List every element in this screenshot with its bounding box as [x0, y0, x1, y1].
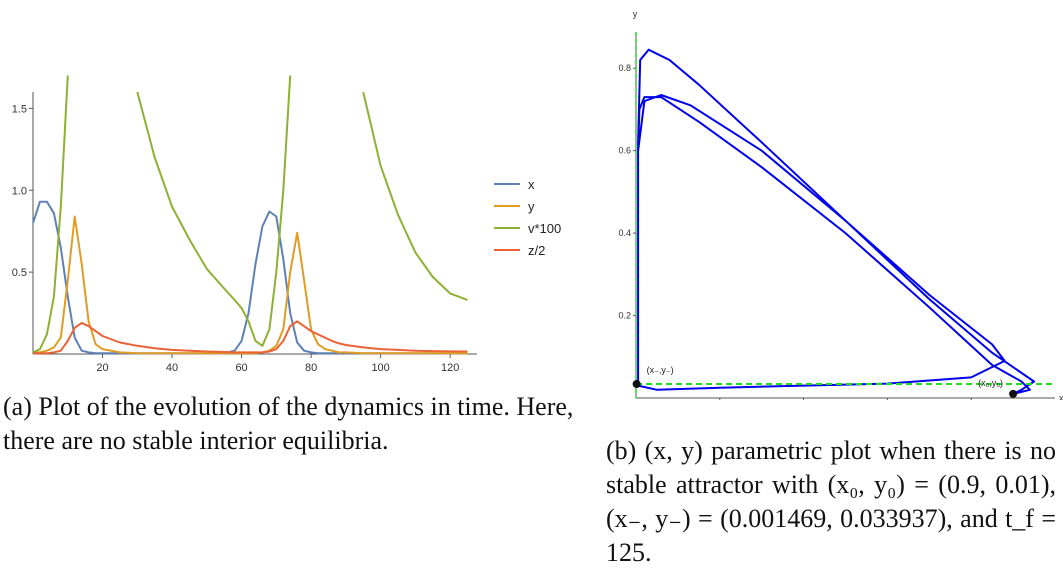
legend-label: v*100 — [528, 221, 561, 236]
equilibrium-label: (x₋,y₋) — [647, 365, 674, 375]
y-tick-label: 0.4 — [618, 228, 631, 238]
initial-point-label: (x₀,y₀) — [978, 378, 1003, 388]
time-evolution-plot: 20 40 60 80 100 120 0.5 1.0 1.5 — [12, 75, 477, 374]
y-tick-label: 1.0 — [12, 185, 27, 197]
y-tick-label: 0.8 — [618, 63, 631, 73]
x-tick-label: 120 — [441, 362, 459, 374]
y-tick-label: 0.2 — [618, 311, 631, 321]
parametric-plot: yx0.20.40.60.80.20.40.60.8(x₋,y₋)(x₀,y₀) — [618, 9, 1063, 400]
x-tick-label: 100 — [371, 362, 389, 374]
x-tick-label: 20 — [96, 362, 108, 374]
x-tick-label: 80 — [305, 362, 317, 374]
equilibrium-point — [632, 380, 641, 389]
series-line-2 — [32, 75, 468, 354]
series-line-3 — [33, 320, 468, 355]
y-tick-label: 0.5 — [12, 267, 27, 279]
legend: xy v*100 z/2 — [494, 177, 561, 258]
legend-label: z/2 — [528, 243, 545, 258]
x-axis-label: x — [1059, 393, 1063, 400]
initial-point — [1009, 389, 1018, 398]
x-tick-label: 40 — [166, 362, 178, 374]
caption-a: (a) Plot of the evolution of the dynamic… — [3, 392, 574, 455]
trajectory-line — [637, 48, 1035, 395]
legend-label: y — [528, 199, 535, 214]
y-tick-label: 0.6 — [618, 146, 631, 156]
caption-b: (b) (x, y) parametric plot when there is… — [606, 436, 1056, 567]
y-tick-label: 1.5 — [12, 103, 27, 115]
x-tick-label: 60 — [235, 362, 247, 374]
y-axis-label: y — [633, 9, 638, 19]
legend-label: x — [528, 177, 535, 192]
